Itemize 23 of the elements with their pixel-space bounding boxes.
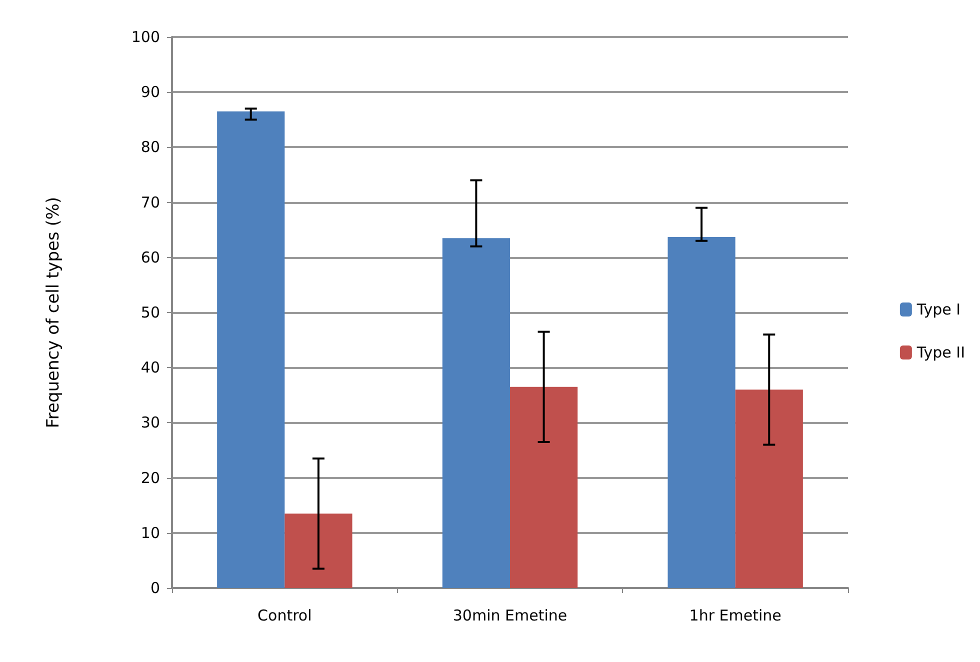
bar (510, 386, 578, 588)
bar (217, 111, 285, 588)
bar (442, 238, 510, 588)
y-tick-label: 70 (140, 193, 160, 212)
y-axis-title: Frequency of cell types (%) (44, 196, 64, 428)
y-tick-label: 0 (150, 579, 160, 597)
bar (735, 390, 803, 588)
y-tick-label: 30 (140, 414, 160, 432)
x-tick-label: 30min Emetine (452, 606, 568, 624)
y-tick-label: 10 (140, 524, 160, 542)
y-tick-label: 100 (131, 28, 160, 46)
legend-label: Type I (916, 300, 961, 318)
x-tick-label: Control (258, 606, 312, 624)
y-tick-label: 80 (140, 138, 160, 156)
y-tick-label: 60 (140, 248, 160, 266)
x-tick-label: 1hr Emetine (689, 606, 782, 624)
y-tick-label: 40 (140, 358, 160, 377)
bar (668, 237, 736, 588)
y-tick-label: 50 (140, 304, 160, 322)
bar (284, 514, 352, 588)
y-tick-label: 90 (140, 83, 160, 102)
legend-label: Type II (916, 344, 966, 362)
y-tick-label: 20 (140, 468, 160, 487)
